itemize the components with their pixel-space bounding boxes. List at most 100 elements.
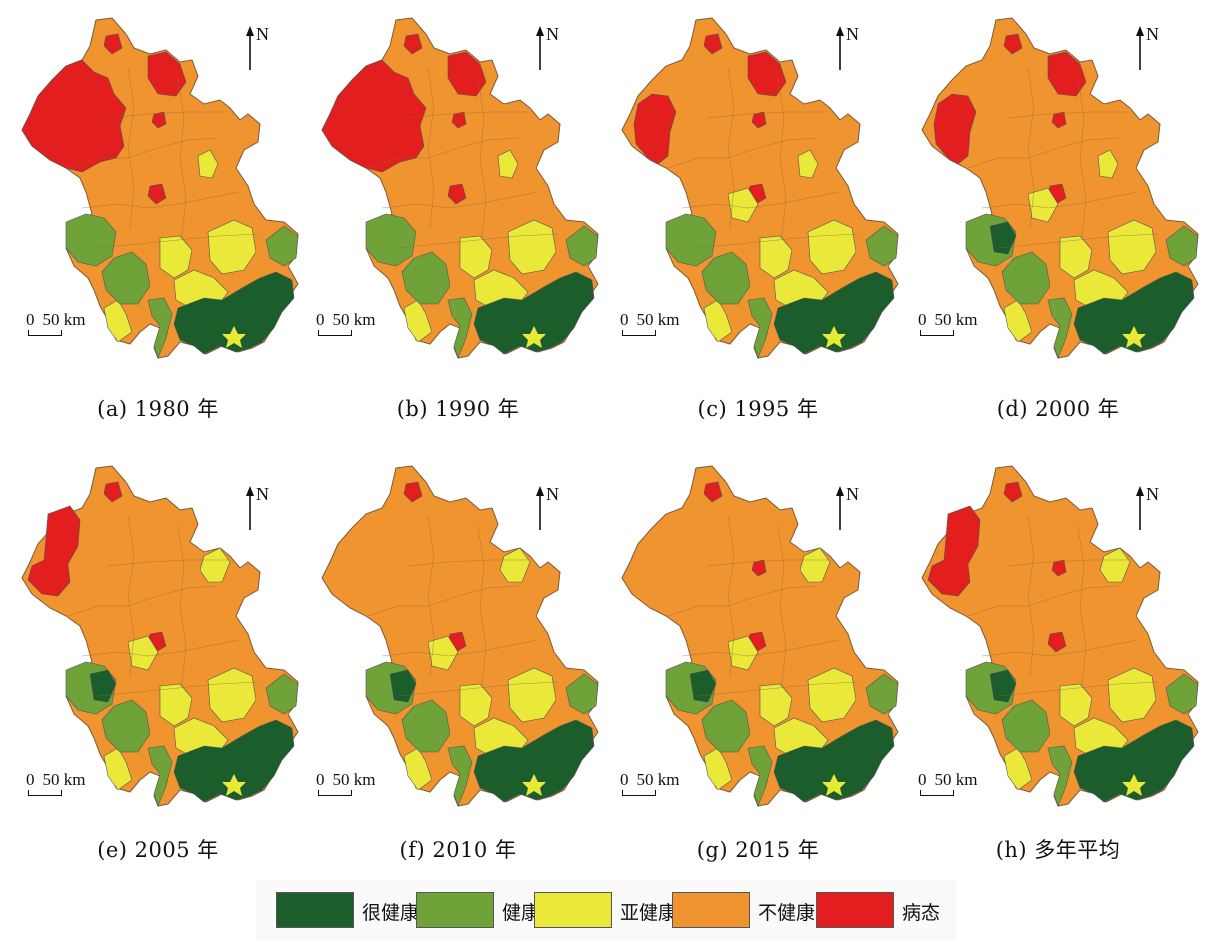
region-east_yellow2 (1099, 547, 1131, 583)
map-panel-average: N 0 50 km (h) 多年平均 (908, 456, 1208, 896)
legend-swatch (276, 892, 354, 928)
region-dark_green (1073, 271, 1195, 355)
county-boundary (81, 191, 239, 209)
county-boundary (97, 681, 259, 697)
region-mid_yellow (459, 235, 493, 279)
huangshan-marker (1122, 326, 1146, 348)
county-boundary (477, 525, 487, 687)
region-hefeidot (1047, 631, 1067, 653)
region-mid_yellow (759, 235, 793, 279)
region-nw_small (633, 93, 677, 165)
county-boundary (1027, 67, 1035, 229)
north-arrow-icon (836, 26, 844, 70)
county-boundary (67, 585, 219, 617)
region-east_yellow (807, 219, 857, 275)
region-dark_green (1073, 719, 1195, 803)
county-boundary (967, 137, 1119, 169)
region-w_red_2005 (27, 505, 81, 597)
region-east_yellow (507, 667, 557, 723)
region-east_yellow (1107, 219, 1157, 275)
region-ne_yellow (1097, 149, 1119, 179)
region-dark_west (89, 669, 117, 703)
map-panel-2005: N 0 50 km (e) 2005 年 (8, 456, 308, 896)
legend-swatch (816, 892, 894, 928)
scale-bar-line (920, 330, 954, 336)
health-map (921, 17, 1199, 359)
region-hefeidot (147, 183, 167, 205)
legend-label: 不健康 (758, 902, 816, 924)
scale-bar: 0 50 km (918, 770, 1028, 800)
huangshan-marker (1122, 774, 1146, 796)
region-w_red_2005 (927, 505, 981, 597)
county-boundary (367, 585, 519, 617)
region-mid_yellow (159, 235, 193, 279)
county-boundary (107, 111, 228, 119)
region-mid_yellow (159, 683, 193, 727)
map-panel-1980: N 0 50 km (a) 1980 年 (8, 8, 308, 448)
map-panel-1990: N 0 50 km (b) 1990 年 (308, 8, 608, 448)
county-boundary (1077, 525, 1087, 687)
legend-label: 亚健康 (620, 902, 678, 924)
region-dark_green (773, 271, 895, 355)
county-boundary (397, 681, 559, 697)
county-boundary (477, 77, 487, 239)
scale-bar-line (28, 330, 62, 336)
health-map (21, 17, 299, 359)
region-mid_yellow (459, 683, 493, 727)
north-arrow: N (1134, 24, 1174, 76)
region-mid_lightgreen (701, 251, 751, 305)
county-boundary (407, 559, 528, 567)
region-west_lightgreen (365, 213, 417, 267)
region-east_yellow (207, 219, 257, 275)
county-boundary (707, 559, 828, 567)
region-dark_green (173, 271, 295, 355)
region-dark_green (173, 719, 295, 803)
region-mid_lightgreen (401, 699, 451, 753)
region-north1 (147, 51, 187, 97)
north-arrow: N (244, 24, 284, 76)
region-dark_west (389, 669, 417, 703)
county-boundary (81, 639, 239, 657)
north-arrow-icon (536, 26, 544, 70)
scale-bar-line (318, 330, 352, 336)
scale-bar: 0 50 km (26, 310, 136, 340)
region-mid_yellow (1059, 235, 1093, 279)
region-north2 (703, 33, 723, 55)
region-centerdot (1051, 559, 1067, 577)
scale-bar: 0 50 km (316, 310, 426, 340)
region-dark_west (989, 669, 1017, 703)
region-hefeidot (447, 183, 467, 205)
county-boundary (777, 77, 787, 239)
scale-bar: 0 50 km (26, 770, 136, 800)
region-east_yellow (507, 219, 557, 275)
county-boundary (667, 585, 819, 617)
region-north2 (103, 481, 123, 503)
county-boundary (707, 111, 828, 119)
scale-bar-line (622, 330, 656, 336)
region-ne_yellow (797, 149, 819, 179)
region-north1 (447, 51, 487, 97)
panel-caption: (b) 1990 年 (396, 397, 520, 421)
region-west_lightgreen (65, 213, 117, 267)
region-centerdot (451, 111, 467, 129)
county-boundary (407, 111, 528, 119)
county-boundary (967, 585, 1119, 617)
scale-bar: 0 50 km (620, 310, 730, 340)
region-ne_yellow (497, 149, 519, 179)
scale-bar: 0 50 km (316, 770, 426, 800)
map-panel-2015: N 0 50 km (g) 2015 年 (608, 456, 908, 896)
county-boundary (981, 191, 1139, 209)
scale-bar-line (622, 790, 656, 796)
region-sw_lightgreen (447, 745, 473, 807)
scale-bar: 0 50 km (918, 310, 1028, 340)
health-map (921, 465, 1199, 807)
region-sw_lightgreen (447, 297, 473, 359)
county-boundary (997, 233, 1159, 249)
legend-swatch (672, 892, 750, 928)
region-mid_yellow (1059, 683, 1093, 727)
map-panel-1995: N 0 50 km (c) 1995 年 (608, 8, 908, 448)
region-dark_west (989, 221, 1017, 255)
county-boundary (177, 525, 187, 687)
county-boundary (67, 137, 219, 169)
health-map (621, 465, 899, 807)
